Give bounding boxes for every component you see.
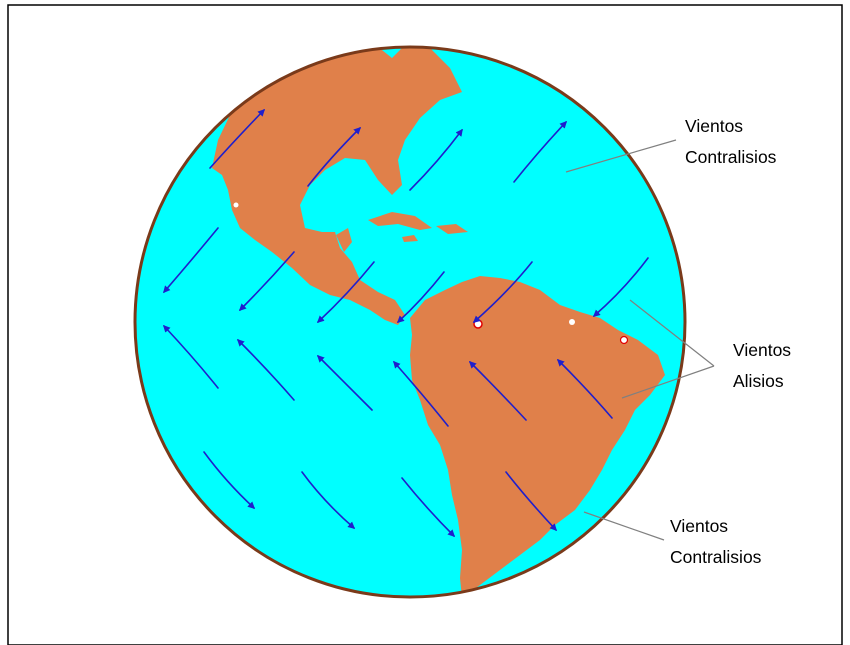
label-middle-line2: Alisios — [733, 371, 784, 391]
wind-arrow — [396, 271, 445, 323]
leader-line-top — [565, 139, 677, 173]
wind-arrow — [301, 471, 356, 529]
label-top-line1: Vientos — [685, 116, 743, 136]
wind-arrow — [468, 360, 527, 421]
hispaniola — [436, 224, 468, 234]
leader-line-middle-a — [629, 299, 715, 367]
lake-speck — [569, 319, 575, 325]
cuba — [368, 212, 432, 230]
south-america — [410, 276, 665, 597]
lake-speck — [233, 202, 239, 208]
wind-arrows — [163, 108, 649, 538]
north-america — [212, 47, 462, 325]
wind-arrow — [316, 354, 373, 411]
wind-arrow — [513, 120, 567, 183]
wind-arrow — [393, 360, 449, 427]
wind-arrow — [163, 324, 219, 389]
wind-arrow — [592, 257, 649, 317]
wind-arrow — [409, 128, 463, 191]
leader-lines — [565, 139, 715, 541]
wind-arrow — [472, 261, 533, 323]
lake-speck — [619, 335, 629, 345]
wind-arrow — [556, 358, 613, 419]
wind-arrow — [505, 471, 557, 532]
leader-line-bottom — [583, 511, 665, 541]
wind-arrow — [238, 251, 295, 312]
wind-arrow — [203, 451, 256, 509]
wind-arrow — [316, 261, 375, 323]
wind-arrow — [236, 338, 295, 401]
label-middle-line1: Vientos — [733, 340, 791, 360]
globe-border — [133, 45, 687, 599]
label-bottom-line2: Contralisios — [670, 547, 762, 567]
label-bottom-line1: Vientos — [670, 516, 728, 536]
wind-arrow — [163, 227, 219, 294]
label-top-line2: Contralisios — [685, 147, 777, 167]
wind-arrow — [307, 126, 362, 187]
jamaica — [402, 235, 418, 242]
leader-line-middle-b — [621, 365, 715, 399]
wind-arrow — [401, 477, 456, 538]
yucatan — [336, 228, 352, 252]
continents — [212, 47, 665, 597]
wind-arrow — [209, 108, 266, 169]
